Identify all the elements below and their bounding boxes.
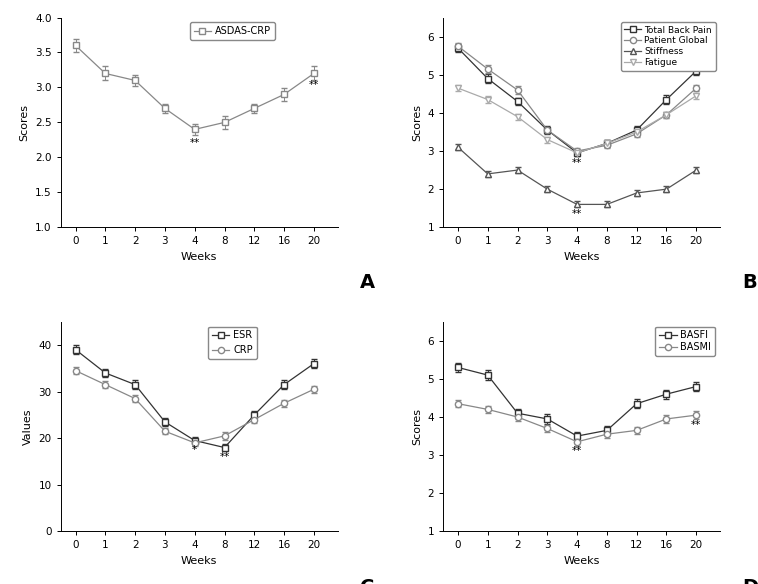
X-axis label: Weeks: Weeks	[181, 252, 218, 262]
Text: **: **	[691, 420, 701, 430]
Legend: ESR, CRP: ESR, CRP	[208, 326, 257, 359]
Text: B: B	[742, 273, 757, 293]
X-axis label: Weeks: Weeks	[563, 252, 600, 262]
Legend: BASFI, BASMI: BASFI, BASMI	[655, 326, 716, 356]
Text: D: D	[742, 578, 758, 584]
Legend: ASDAS-CRP: ASDAS-CRP	[190, 22, 275, 40]
Text: **: **	[572, 209, 582, 219]
Text: **: **	[219, 452, 230, 462]
Text: **: **	[572, 446, 582, 456]
Text: **: **	[190, 138, 200, 148]
Y-axis label: Scores: Scores	[20, 104, 30, 141]
Legend: Total Back Pain, Patient Global, Stiffness, Fatigue: Total Back Pain, Patient Global, Stiffne…	[621, 22, 716, 71]
Text: A: A	[360, 273, 375, 293]
Text: **: **	[572, 158, 582, 168]
X-axis label: Weeks: Weeks	[181, 556, 218, 566]
Text: **: **	[309, 81, 319, 91]
Y-axis label: Scores: Scores	[412, 408, 421, 445]
Text: *: *	[192, 445, 197, 455]
Y-axis label: Values: Values	[23, 408, 33, 445]
X-axis label: Weeks: Weeks	[563, 556, 600, 566]
Text: C: C	[360, 578, 374, 584]
Y-axis label: Scores: Scores	[412, 104, 421, 141]
